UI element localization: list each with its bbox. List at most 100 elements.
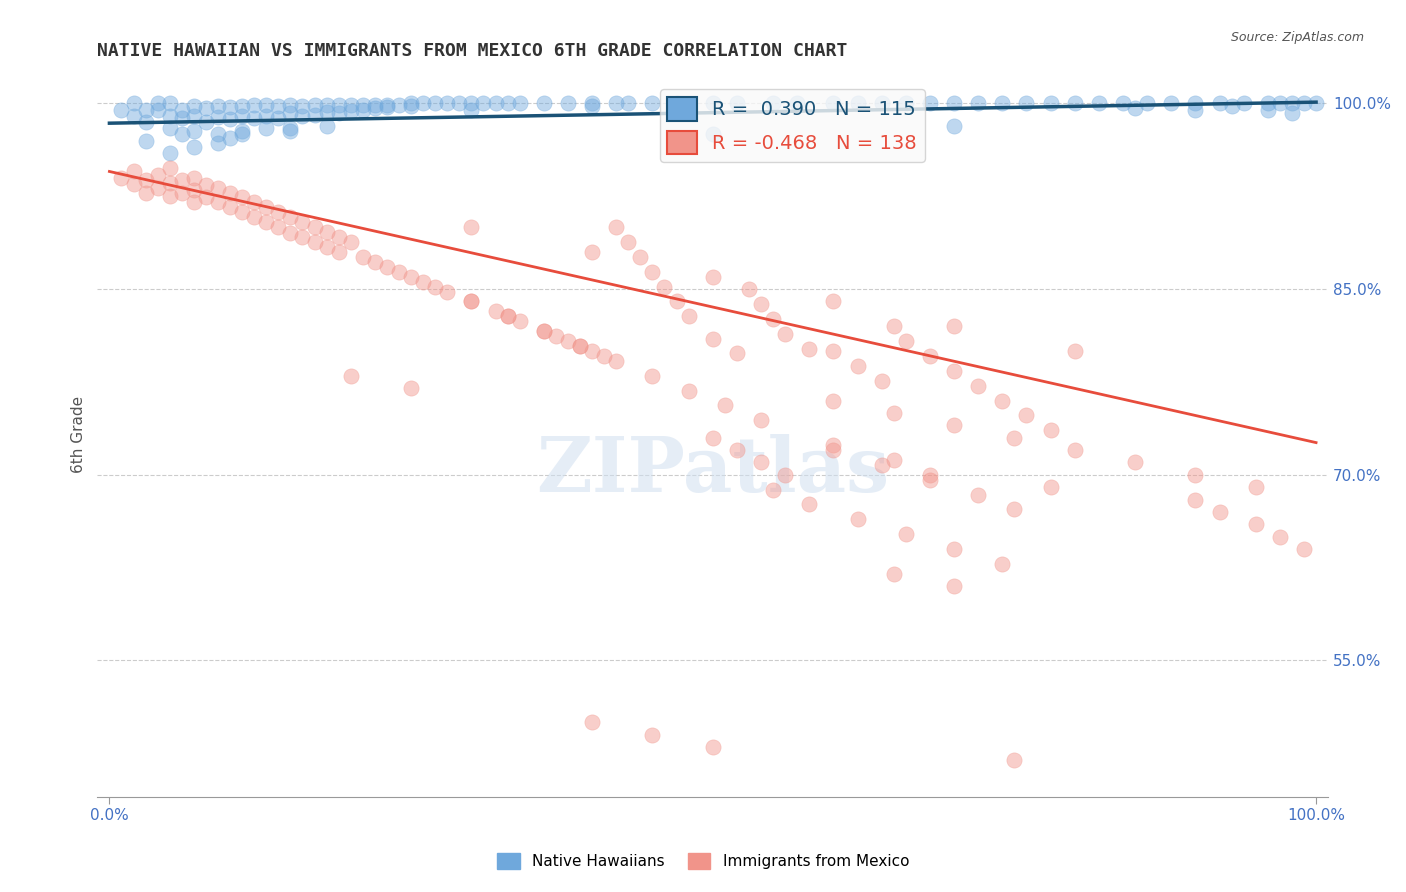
Point [918, 349, 941, 363]
Point [170, 173, 193, 187]
Point [388, 97, 411, 112]
Point [1063, 96, 1085, 111]
Point [665, 96, 688, 111]
Point [569, 339, 592, 353]
Point [219, 112, 242, 127]
Point [291, 109, 314, 123]
Point [496, 310, 519, 324]
Point [135, 173, 157, 187]
Point [315, 240, 337, 254]
Point [846, 96, 869, 111]
Point [328, 97, 350, 112]
Point [399, 381, 422, 395]
Point [339, 235, 361, 249]
Point [883, 406, 905, 420]
Point [146, 96, 169, 111]
Point [991, 96, 1014, 111]
Point [170, 112, 193, 126]
Point [183, 123, 205, 137]
Point [1063, 343, 1085, 358]
Point [280, 211, 302, 225]
Point [702, 332, 724, 346]
Point [159, 145, 181, 160]
Point [243, 97, 266, 112]
Point [943, 542, 966, 557]
Point [122, 109, 145, 123]
Point [315, 225, 337, 239]
Point [533, 96, 555, 111]
Legend: Native Hawaiians, Immigrants from Mexico: Native Hawaiians, Immigrants from Mexico [491, 847, 915, 875]
Point [183, 183, 205, 197]
Point [436, 285, 458, 299]
Point [436, 96, 458, 111]
Point [1039, 96, 1062, 111]
Point [146, 168, 169, 182]
Point [110, 170, 132, 185]
Point [823, 343, 845, 358]
Point [641, 728, 664, 742]
Text: ZIPatlas: ZIPatlas [536, 434, 890, 508]
Point [1002, 752, 1025, 766]
Point [399, 99, 422, 113]
Point [967, 96, 990, 111]
Point [364, 101, 387, 115]
Point [883, 319, 905, 334]
Text: Source: ZipAtlas.com: Source: ZipAtlas.com [1230, 31, 1364, 45]
Point [1208, 505, 1230, 519]
Point [484, 96, 506, 111]
Point [581, 343, 603, 358]
Point [315, 97, 337, 112]
Point [425, 96, 447, 111]
Point [1015, 96, 1038, 111]
Point [280, 106, 302, 120]
Point [641, 368, 664, 383]
Point [846, 512, 869, 526]
Point [291, 99, 314, 113]
Point [496, 96, 519, 111]
Point [533, 324, 555, 338]
Point [219, 100, 242, 114]
Point [231, 109, 253, 123]
Point [1184, 492, 1206, 507]
Point [557, 96, 579, 111]
Point [943, 418, 966, 433]
Point [1160, 96, 1182, 111]
Point [122, 177, 145, 191]
Point [605, 220, 627, 235]
Point [183, 99, 205, 113]
Point [605, 354, 627, 368]
Point [1292, 96, 1315, 111]
Point [304, 97, 326, 112]
Point [581, 99, 603, 113]
Point [773, 467, 796, 482]
Point [1292, 542, 1315, 557]
Point [207, 128, 229, 142]
Point [1184, 467, 1206, 482]
Point [328, 244, 350, 259]
Point [159, 189, 181, 203]
Point [231, 205, 253, 219]
Point [472, 96, 495, 111]
Point [943, 364, 966, 378]
Point [207, 180, 229, 194]
Point [1220, 99, 1243, 113]
Point [364, 97, 387, 112]
Point [194, 101, 217, 115]
Point [799, 342, 821, 356]
Point [207, 110, 229, 124]
Point [352, 103, 374, 117]
Point [207, 99, 229, 113]
Point [702, 431, 724, 445]
Point [581, 715, 603, 730]
Point [159, 176, 181, 190]
Point [339, 97, 361, 112]
Point [1281, 96, 1303, 111]
Point [1123, 101, 1146, 115]
Point [291, 230, 314, 244]
Point [883, 453, 905, 467]
Point [823, 294, 845, 309]
Point [725, 96, 748, 111]
Point [231, 123, 253, 137]
Point [304, 107, 326, 121]
Point [593, 349, 616, 363]
